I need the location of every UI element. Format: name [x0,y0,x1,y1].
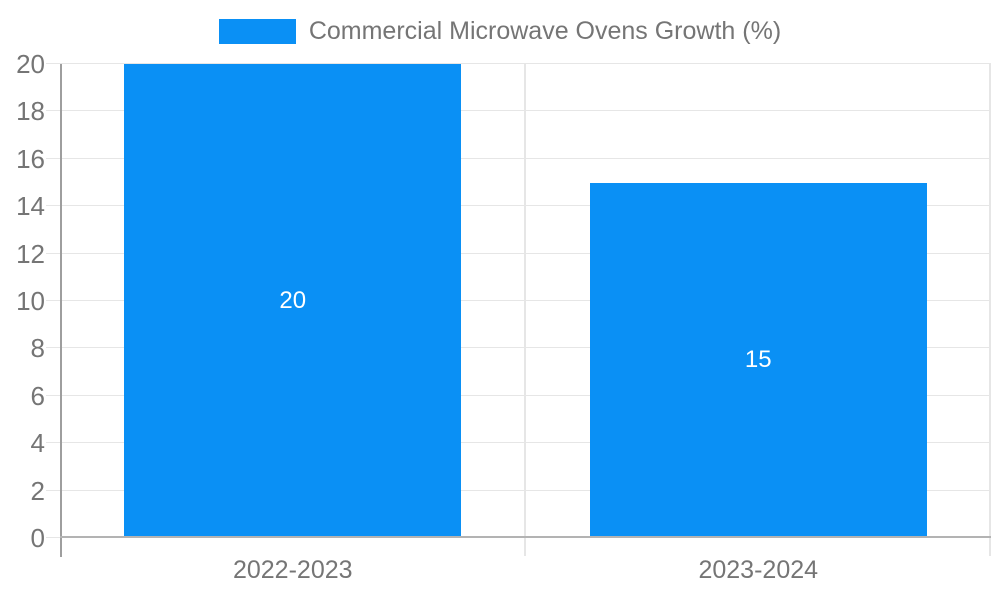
y-tick [46,394,60,396]
x-axis-baseline [60,536,991,538]
y-tick [46,537,60,538]
y-axis-tick-label: 20 [16,49,45,79]
category-separator [523,64,526,556]
gridline [60,205,991,207]
y-axis-labels: 0 2 4 6 8 10 12 14 16 18 20 [0,51,45,551]
y-axis-line [60,64,62,557]
y-tick [46,252,60,254]
y-axis-tick-label: 10 [16,286,45,316]
y-tick [46,347,60,349]
y-tick [46,63,60,64]
y-axis-tick-label: 6 [30,380,45,411]
y-tick [46,205,60,207]
gridline [60,489,991,491]
x-axis-tick-label: 2023-2024 [698,556,819,584]
gridline [60,157,991,159]
gridline [60,252,991,254]
y-tick [46,489,60,491]
gridline [60,300,991,301]
bar-value-label: 15 [744,346,772,374]
bar[interactable]: 15 [589,182,927,538]
gridline [60,63,991,64]
y-axis-tick-label: 12 [16,238,45,269]
x-axis-tick-label: 2022-2023 [232,556,353,584]
gridline [60,347,991,349]
y-tick [46,442,60,444]
y-axis-tick-label: 2 [30,475,45,506]
x-axis-labels: 2022-2023 2023-2024 [60,556,991,590]
legend-label: Commercial Microwave Ovens Growth (%) [308,17,782,45]
y-axis-tick-label: 4 [30,428,45,459]
y-axis-tick-label: 14 [16,191,45,222]
category-separator [989,64,991,556]
y-axis-tick-label: 0 [30,523,45,553]
y-tick [46,110,60,112]
plot-area: 20 15 [46,63,991,557]
y-tick [46,157,60,159]
y-axis-tick-label: 16 [16,143,45,174]
legend-swatch-icon [218,19,296,44]
bar[interactable]: 20 [124,64,462,538]
gridline [60,442,991,444]
gridline [60,394,991,396]
bar-value-label: 20 [279,287,307,314]
legend[interactable]: Commercial Microwave Ovens Growth (%) [0,17,1000,46]
y-tick [46,300,60,301]
y-axis-tick-label: 18 [16,96,45,127]
y-axis-tick-label: 8 [30,333,45,364]
gridline [60,110,991,112]
